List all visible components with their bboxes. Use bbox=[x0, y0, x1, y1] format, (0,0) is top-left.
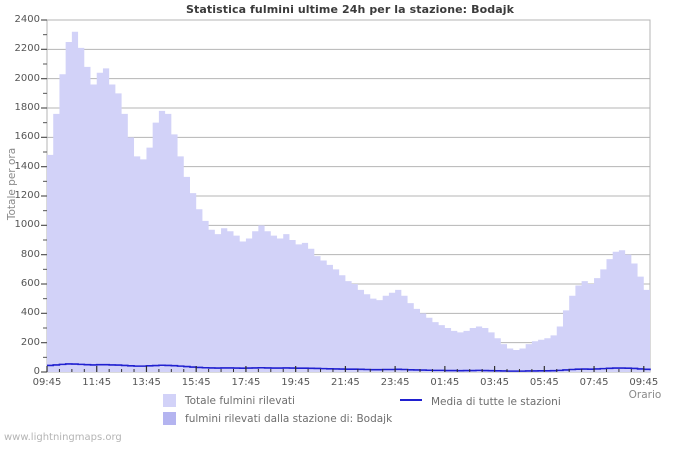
legend-row-primary: Totale fulmini rilevati bbox=[163, 394, 295, 410]
site-watermark: www.lightningmaps.org bbox=[4, 432, 122, 443]
legend-swatch-total-icon bbox=[163, 394, 176, 407]
y-tick-label: 1200 bbox=[14, 190, 40, 201]
y-tick-label: 2000 bbox=[14, 72, 40, 84]
x-tick-label: 21:45 bbox=[330, 377, 360, 388]
x-tick-label: 17:45 bbox=[231, 377, 261, 388]
legend-label-total: Totale fulmini rilevati bbox=[185, 394, 295, 407]
y-tick-label: 0 bbox=[33, 366, 40, 377]
y-axis-title: Totale per ora bbox=[6, 147, 18, 221]
y-tick-label: 1800 bbox=[14, 102, 40, 113]
x-tick-label: 07:45 bbox=[579, 377, 609, 388]
y-tick-label: 800 bbox=[20, 248, 40, 260]
page-title: Statistica fulmini ultime 24h per la sta… bbox=[185, 3, 515, 16]
x-tick-label: 19:45 bbox=[281, 377, 311, 388]
legend-item-mean: Media di tutte le stazioni bbox=[400, 396, 561, 408]
y-tick-label: 1400 bbox=[14, 160, 40, 172]
legend-item-total: Totale fulmini rilevati bbox=[163, 394, 295, 407]
y-tick-label: 200 bbox=[20, 336, 40, 348]
y-tick-label: 400 bbox=[20, 307, 40, 319]
y-tick-label: 1000 bbox=[14, 219, 40, 231]
y-tick-label: 2400 bbox=[14, 14, 40, 25]
x-tick-label: 05:45 bbox=[529, 377, 559, 388]
legend-item-station: fulmini rilevati dalla stazione di: Boda… bbox=[163, 412, 392, 425]
x-tick-label: 23:45 bbox=[380, 377, 410, 388]
area-series bbox=[47, 31, 650, 372]
x-tick-label: 13:45 bbox=[132, 377, 161, 388]
legend-label-mean: Media di tutte le stazioni bbox=[431, 396, 561, 408]
x-axis-title: Orario bbox=[628, 389, 662, 401]
y-tick-label: 1600 bbox=[14, 131, 40, 143]
x-tick-label: 09:45 bbox=[629, 377, 659, 388]
legend-swatch-station-icon bbox=[163, 412, 176, 425]
legend-row-station: fulmini rilevati dalla stazione di: Boda… bbox=[163, 412, 392, 428]
x-tick-label: 01:45 bbox=[430, 377, 460, 388]
x-tick-label: 09:45 bbox=[32, 377, 62, 388]
legend-line-mean-icon bbox=[400, 399, 422, 401]
x-tick-label: 11:45 bbox=[82, 377, 112, 388]
y-tick-label: 2200 bbox=[14, 43, 40, 55]
x-tick-label: 15:45 bbox=[181, 377, 211, 388]
x-tick-label: 03:45 bbox=[480, 377, 509, 388]
y-tick-label: 600 bbox=[20, 278, 40, 289]
legend-label-station: fulmini rilevati dalla stazione di: Boda… bbox=[185, 412, 393, 425]
legend-row-mean: Media di tutte le stazioni bbox=[400, 394, 561, 408]
